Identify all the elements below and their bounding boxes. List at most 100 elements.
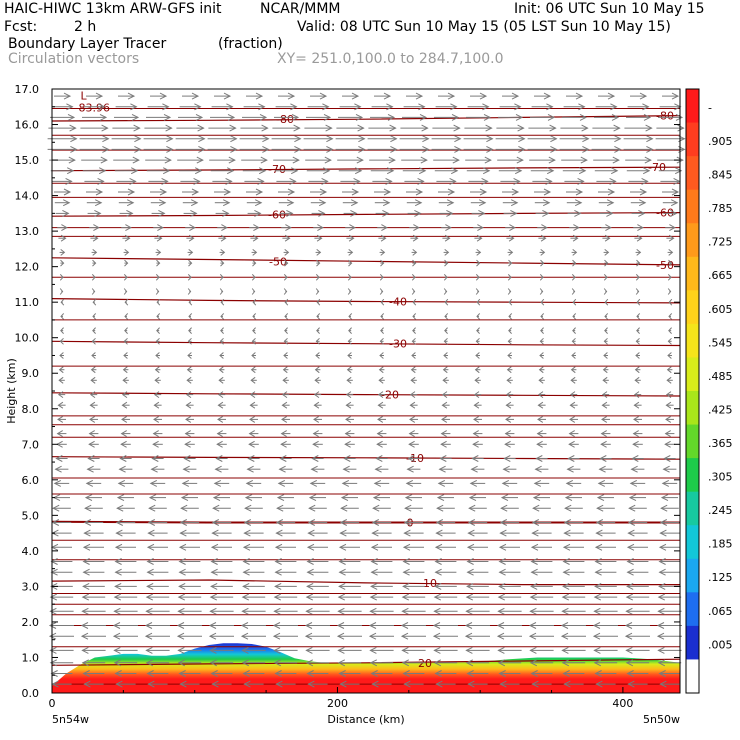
wind-vector-head: [572, 259, 577, 267]
wind-vector-head: [444, 298, 449, 306]
wind-vector: [273, 646, 298, 654]
wind-vector: [210, 113, 236, 121]
wind-vector-head: [561, 659, 570, 667]
wind-vector-head: [247, 455, 255, 462]
wind-vector-head: [469, 479, 478, 487]
wind-vector-head: [191, 188, 200, 196]
wind-vector-head: [241, 646, 249, 654]
wind-vector: [274, 568, 297, 576]
wind-vector: [508, 259, 513, 267]
wind-vector-head: [546, 167, 555, 175]
wind-vector: [660, 504, 679, 512]
wind-vector: [242, 568, 265, 576]
wind-vector: [347, 288, 352, 295]
wind-vector-head: [278, 465, 286, 473]
wind-vector-head: [578, 167, 587, 175]
wind-vector: [48, 124, 77, 132]
wind-vector-head: [670, 209, 678, 217]
wind-vector-head: [542, 209, 550, 217]
wind-vector-head: [166, 135, 174, 143]
wind-vector: [433, 646, 458, 654]
wind-vector-head: [312, 440, 319, 448]
wind-vector: [402, 113, 428, 121]
wind-vector-head: [597, 479, 606, 487]
wind-vector: [59, 288, 64, 295]
wind-vector: [470, 199, 487, 207]
wind-vector-head: [161, 177, 169, 185]
wind-vector-head: [532, 494, 541, 502]
wind-vector: [241, 607, 266, 615]
wind-vector: [56, 440, 67, 448]
wind-vector: [432, 622, 458, 629]
wind-vector: [60, 298, 65, 306]
wind-vector: [465, 659, 490, 667]
wind-vector: [439, 455, 452, 462]
wind-vector-head: [626, 670, 634, 677]
wind-vector: [155, 288, 160, 295]
wind-vector: [118, 465, 133, 473]
wind-vector-head: [441, 415, 448, 423]
wind-vector-head: [156, 313, 161, 320]
wind-vector-head: [411, 288, 416, 295]
wind-vector: [51, 529, 72, 537]
wind-vector-head: [436, 494, 445, 502]
wind-vector-head: [611, 113, 620, 121]
wind-vector-head: [177, 593, 186, 601]
wind-vector: [123, 337, 128, 345]
wind-vector: [82, 582, 105, 590]
wind-vector: [443, 288, 448, 295]
wind-vector-head: [220, 327, 224, 334]
tracer-area: [52, 643, 680, 693]
wind-vector-head: [97, 177, 105, 185]
wind-vector: [312, 430, 323, 438]
wind-vector-head: [187, 352, 192, 359]
wind-vector-head: [92, 313, 97, 320]
wind-vector-head: [663, 455, 671, 462]
wind-vector-head: [146, 582, 154, 590]
wind-vector-head: [114, 558, 122, 565]
wind-vector: [151, 209, 166, 217]
wind-vector: [473, 401, 482, 409]
wind-vector: [402, 582, 425, 590]
wind-vector-head: [625, 607, 633, 615]
wind-vector: [471, 209, 486, 217]
wind-vector: [563, 529, 584, 537]
wind-vector: [339, 680, 360, 688]
wind-vector-head: [310, 465, 318, 473]
wind-vector: [623, 145, 654, 153]
wind-vector-head: [146, 543, 155, 551]
wind-vector: [412, 259, 417, 267]
wind-vector-head: [347, 288, 352, 295]
wind-vector: [219, 249, 226, 256]
wind-vector: [434, 167, 459, 175]
wind-vector-head: [511, 92, 520, 100]
wind-vector-head: [400, 622, 409, 629]
wind-vector: [154, 234, 163, 242]
wind-vector: [282, 366, 289, 374]
wind-vector-head: [185, 391, 192, 399]
wind-vector-head: [537, 401, 544, 409]
y-tick-label: 2.0: [22, 616, 40, 629]
wind-vector-head: [382, 199, 391, 207]
wind-vector: [58, 366, 65, 374]
wind-vector: [243, 103, 266, 111]
wind-vector-head: [656, 632, 665, 640]
colorbar-label: .245: [708, 504, 733, 517]
wind-vector: [496, 622, 522, 629]
wind-vector-head: [592, 632, 601, 640]
wind-vector: [278, 199, 295, 207]
wind-vector: [467, 103, 490, 111]
wind-vector: [114, 670, 137, 677]
wind-vector: [536, 430, 547, 438]
x-end-label: 5n50w: [643, 713, 680, 726]
wind-vector: [442, 234, 451, 242]
wind-vector-head: [187, 288, 192, 295]
wind-vector: [86, 465, 101, 473]
wind-vector-head: [177, 646, 185, 654]
wind-vector: [408, 440, 419, 448]
wind-vector: [242, 113, 268, 121]
wind-vector: [187, 337, 192, 345]
wind-vector-head: [388, 156, 396, 164]
model-title: HAIC-HIWC 13km ARW-GFS init: [4, 1, 222, 17]
wind-vector-head: [571, 273, 576, 281]
